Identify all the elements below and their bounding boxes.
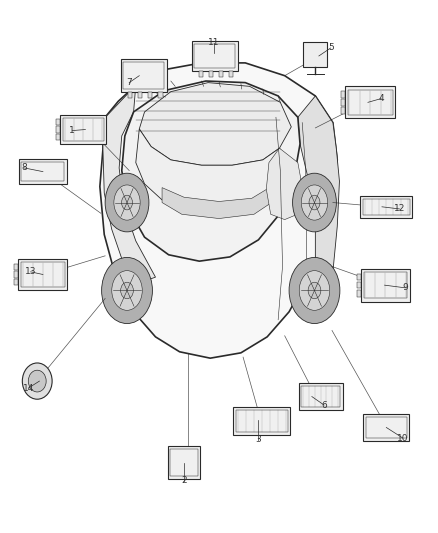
FancyBboxPatch shape <box>14 264 18 270</box>
FancyBboxPatch shape <box>233 407 290 435</box>
FancyBboxPatch shape <box>60 115 106 144</box>
Text: 9: 9 <box>402 284 408 292</box>
Polygon shape <box>298 96 339 298</box>
Ellipse shape <box>121 195 132 210</box>
Text: 7: 7 <box>126 78 132 87</box>
FancyBboxPatch shape <box>56 119 60 125</box>
Text: 5: 5 <box>328 44 334 52</box>
Polygon shape <box>162 188 272 219</box>
Ellipse shape <box>289 257 340 324</box>
FancyBboxPatch shape <box>167 446 201 479</box>
FancyBboxPatch shape <box>345 86 395 118</box>
Text: 11: 11 <box>208 38 219 47</box>
Text: 13: 13 <box>25 268 36 276</box>
FancyBboxPatch shape <box>121 59 166 92</box>
Ellipse shape <box>301 185 328 220</box>
FancyBboxPatch shape <box>303 42 328 67</box>
FancyBboxPatch shape <box>18 259 67 290</box>
Text: 14: 14 <box>23 384 34 392</box>
FancyBboxPatch shape <box>192 41 237 71</box>
Ellipse shape <box>293 173 336 232</box>
Text: 6: 6 <box>321 401 327 409</box>
FancyBboxPatch shape <box>14 279 18 286</box>
FancyBboxPatch shape <box>360 196 412 218</box>
Ellipse shape <box>114 185 140 220</box>
FancyBboxPatch shape <box>357 282 361 288</box>
Ellipse shape <box>120 282 133 298</box>
FancyBboxPatch shape <box>340 91 345 98</box>
FancyBboxPatch shape <box>340 99 345 106</box>
Text: 3: 3 <box>255 435 261 444</box>
FancyBboxPatch shape <box>19 159 67 184</box>
FancyBboxPatch shape <box>364 414 409 441</box>
FancyBboxPatch shape <box>340 107 345 114</box>
FancyBboxPatch shape <box>208 71 213 77</box>
Ellipse shape <box>22 363 52 399</box>
Polygon shape <box>100 63 337 358</box>
FancyBboxPatch shape <box>198 71 203 77</box>
Polygon shape <box>103 85 155 282</box>
Ellipse shape <box>28 370 46 392</box>
FancyBboxPatch shape <box>127 92 132 98</box>
FancyBboxPatch shape <box>148 92 152 98</box>
FancyBboxPatch shape <box>56 134 60 140</box>
FancyBboxPatch shape <box>219 71 223 77</box>
Ellipse shape <box>308 282 321 298</box>
Text: 2: 2 <box>181 477 187 485</box>
Text: 10: 10 <box>397 434 409 442</box>
Polygon shape <box>122 81 300 261</box>
Text: 1: 1 <box>69 126 75 135</box>
Ellipse shape <box>112 271 142 310</box>
FancyBboxPatch shape <box>357 290 361 296</box>
FancyBboxPatch shape <box>299 383 343 410</box>
Ellipse shape <box>299 271 330 310</box>
FancyBboxPatch shape <box>361 269 410 302</box>
FancyBboxPatch shape <box>229 71 233 77</box>
Text: 4: 4 <box>378 94 384 103</box>
FancyBboxPatch shape <box>357 274 361 280</box>
FancyBboxPatch shape <box>138 92 142 98</box>
Polygon shape <box>266 148 302 220</box>
Polygon shape <box>136 129 287 214</box>
Ellipse shape <box>105 173 149 232</box>
Text: 8: 8 <box>21 164 27 172</box>
FancyBboxPatch shape <box>158 92 162 98</box>
FancyBboxPatch shape <box>56 126 60 133</box>
Ellipse shape <box>102 257 152 324</box>
Ellipse shape <box>309 195 320 210</box>
Text: 12: 12 <box>394 205 405 213</box>
FancyBboxPatch shape <box>14 271 18 278</box>
Polygon shape <box>139 83 291 165</box>
